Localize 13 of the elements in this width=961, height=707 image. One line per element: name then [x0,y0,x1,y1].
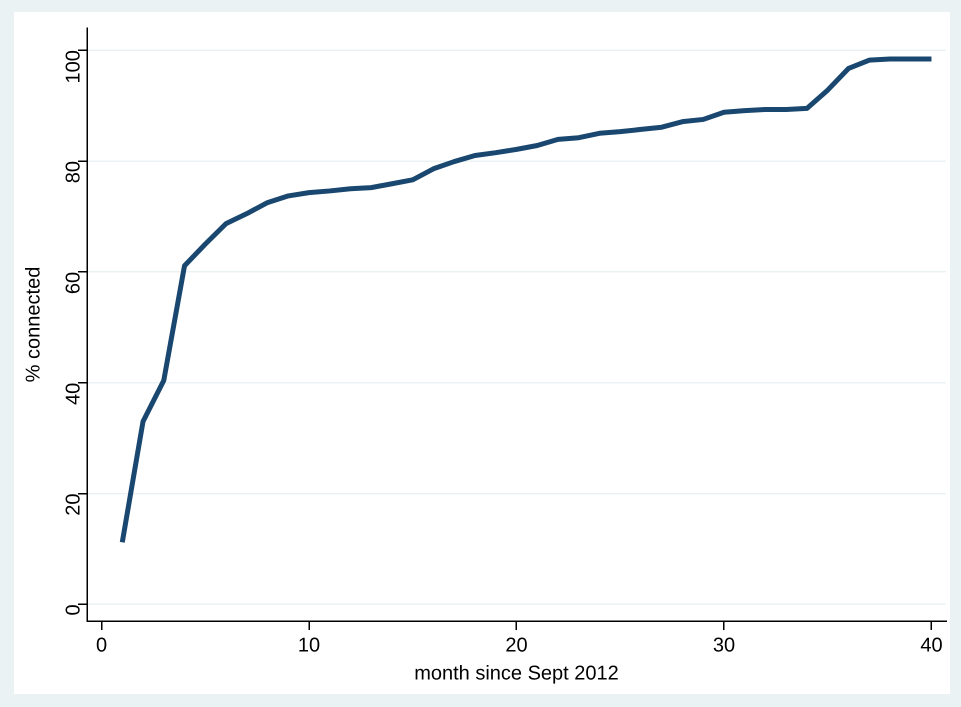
y-tick-label: 100 [62,50,85,84]
x-tick-label: 30 [712,634,736,657]
y-tick-label: 60 [62,272,85,294]
x-tick-label: 0 [96,634,108,657]
y-tick-label: 40 [62,382,85,405]
x-tick-label: 40 [920,634,943,657]
y-tick-label: 80 [62,161,85,184]
x-axis-title: month since Sept 2012 [414,662,619,685]
x-tick-label: 20 [505,634,528,657]
y-tick-label: 0 [62,604,85,616]
y-axis-title: % connected [22,266,45,382]
x-tick-label: 10 [298,634,320,657]
y-tick-label: 20 [62,494,85,516]
